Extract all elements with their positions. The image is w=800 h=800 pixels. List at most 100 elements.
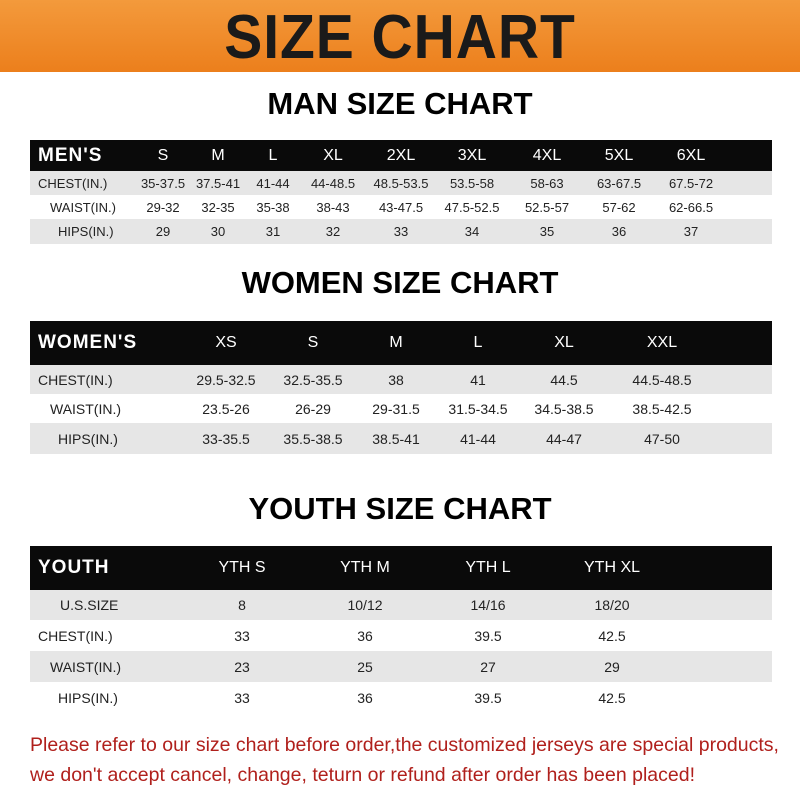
table-cell: 41	[470, 371, 486, 388]
table-cell: 32-35	[201, 199, 235, 215]
table-cell: 18/20	[594, 597, 630, 613]
table-cell: 53.5-58	[449, 175, 495, 191]
table-cell: 35	[539, 224, 555, 239]
table-row: WAIST(IN.) 23 25 27 29	[30, 651, 772, 682]
table-cell: 29	[155, 224, 171, 239]
table-cell: 8	[238, 597, 246, 613]
size-header-cell: 2XL	[386, 146, 416, 164]
table-cell: 38	[388, 371, 404, 388]
table-cell: 29-31.5	[372, 400, 420, 417]
table-cell: 58-63	[530, 175, 564, 191]
notice-line-2: we don't accept cancel, change, teturn o…	[30, 764, 695, 786]
women-size-table: WOMEN'S XS S M L XL XXL CHEST(IN.) 29.5-32.5 32.5…	[30, 321, 772, 454]
size-header-cell: XL	[554, 334, 574, 351]
size-header-cell: YTH XL	[583, 559, 641, 576]
women-header-row: WOMEN'S XS S M L XL XXL	[30, 321, 772, 365]
row-label: WAIST(IN.)	[50, 658, 122, 675]
table-cell: 32	[325, 224, 341, 239]
row-label: U.S.SIZE	[60, 597, 119, 613]
table-cell: 42.5	[598, 689, 626, 706]
table-cell: 36	[357, 627, 373, 644]
size-header-cell: XL	[323, 146, 343, 164]
table-cell: 35-38	[256, 199, 290, 215]
size-header-cell: XXL	[646, 334, 678, 351]
size-header-cell: 4XL	[532, 146, 562, 164]
men-section-title: MAN SIZE CHART	[267, 86, 533, 121]
table-title-cell: YOUTH	[38, 557, 110, 578]
table-cell: 47-50	[644, 430, 680, 447]
table-cell: 67.5-72	[668, 175, 714, 191]
table-cell: 38.5-41	[372, 430, 420, 447]
table-cell: 35.5-38.5	[283, 430, 343, 447]
table-cell: 43-47.5	[378, 199, 424, 215]
table-cell: 33	[234, 627, 250, 644]
table-row: WAIST(IN.) 29-32 32-35 35-38 38-43 43-47.5 47.…	[30, 195, 772, 219]
row-label: CHEST(IN.)	[38, 627, 113, 644]
size-header-cell: XS	[215, 334, 237, 351]
table-cell: 44.5	[550, 371, 578, 388]
row-label: HIPS(IN.)	[58, 430, 118, 447]
youth-section-title: YOUTH SIZE CHART	[248, 491, 552, 526]
row-label: CHEST(IN.)	[38, 175, 108, 191]
women-section-title: WOMEN SIZE CHART	[241, 265, 559, 300]
table-cell: 26-29	[295, 400, 331, 417]
table-row: HIPS(IN.) 33-35.5 35.5-38.5 38.5-41 41-44 44-…	[30, 423, 772, 454]
table-cell: 52.5-57	[524, 199, 570, 215]
table-cell: 44.5-48.5	[632, 371, 692, 388]
table-cell: 39.5	[474, 689, 502, 706]
table-cell: 48.5-53.5	[373, 175, 429, 191]
table-cell: 33-35.5	[202, 430, 250, 447]
table-row: CHEST(IN.) 29.5-32.5 32.5-35.5 38 41 44.5 44.5…	[30, 365, 772, 394]
size-header-cell: 5XL	[604, 146, 634, 164]
size-header-cell: L	[473, 334, 483, 351]
table-title-cell: MEN'S	[38, 144, 103, 166]
table-cell: 23.5-26	[202, 400, 250, 417]
table-cell: 36	[611, 224, 627, 239]
size-header-cell: 6XL	[676, 146, 706, 164]
size-header-cell: M	[211, 146, 225, 164]
notice-line-1: Please refer to our size chart before or…	[30, 734, 779, 756]
table-cell: 44-47	[546, 430, 582, 447]
size-header-cell: S	[307, 334, 319, 351]
table-cell: 36	[357, 689, 373, 706]
table-cell: 32.5-35.5	[283, 371, 343, 388]
row-label: HIPS(IN.)	[58, 224, 114, 239]
table-cell: 31.5-34.5	[448, 400, 508, 417]
table-cell: 31	[265, 224, 281, 239]
table-cell: 47.5-52.5	[444, 199, 500, 215]
table-cell: 10/12	[347, 597, 383, 613]
table-cell: 29-32	[146, 199, 180, 215]
row-label: WAIST(IN.)	[50, 400, 122, 417]
row-label: HIPS(IN.)	[58, 689, 118, 706]
table-cell: 38-43	[316, 199, 350, 215]
youth-size-table: YOUTH YTH S YTH M YTH L YTH XL U.S.SIZE 8 10/12…	[30, 546, 772, 713]
table-cell: 29.5-32.5	[196, 371, 256, 388]
size-header-cell: YTH L	[465, 559, 511, 576]
row-label: WAIST(IN.)	[50, 199, 116, 215]
row-label: CHEST(IN.)	[38, 371, 113, 388]
table-cell: 42.5	[598, 627, 626, 644]
table-cell: 29	[604, 658, 620, 675]
youth-header-row: YOUTH YTH S YTH M YTH L YTH XL	[30, 546, 772, 590]
table-cell: 37	[683, 224, 699, 239]
size-header-cell: YTH S	[218, 559, 266, 576]
table-cell: 25	[357, 658, 373, 675]
table-cell: 27	[480, 658, 496, 675]
men-header-row: MEN'S S M L XL 2XL 3XL 4XL 5XL 6XL	[30, 140, 772, 171]
table-row: WAIST(IN.) 23.5-26 26-29 29-31.5 31.5-34.5 34…	[30, 394, 772, 423]
table-cell: 37.5-41	[195, 175, 241, 191]
table-cell: 30	[210, 224, 226, 239]
table-cell: 14/16	[470, 597, 506, 613]
table-cell: 33	[393, 224, 409, 239]
table-row: HIPS(IN.) 29 30 31 32 33 34 35 36 37	[30, 219, 772, 244]
table-cell: 63-67.5	[596, 175, 642, 191]
size-header-cell: S	[157, 146, 169, 164]
table-cell: 44-48.5	[310, 175, 356, 191]
table-row: U.S.SIZE 8 10/12 14/16 18/20	[30, 590, 772, 620]
banner-title: SIZE CHART	[224, 3, 576, 72]
table-row: CHEST(IN.) 35-37.5 37.5-41 41-44 44-48.5 48.5…	[30, 171, 772, 195]
size-header-cell: 3XL	[457, 146, 487, 164]
table-row: HIPS(IN.) 33 36 39.5 42.5	[30, 682, 772, 713]
table-cell: 38.5-42.5	[632, 400, 692, 417]
table-title-cell: WOMEN'S	[38, 332, 138, 353]
